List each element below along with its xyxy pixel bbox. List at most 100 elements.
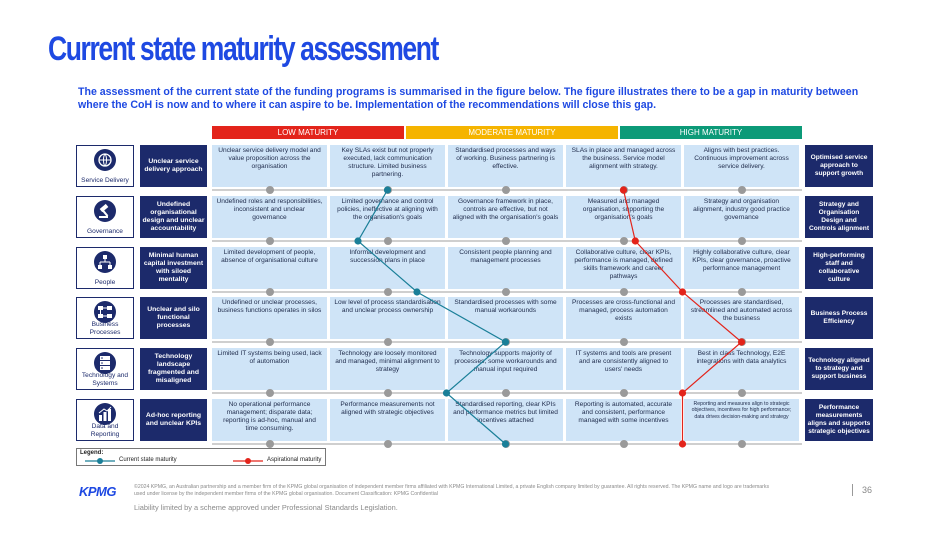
target-outcome: Performance measurements aligns and supp… xyxy=(805,399,873,441)
maturity-cell: Low level of process standardisation and… xyxy=(330,297,445,339)
target-outcome: Business Process Efficiency xyxy=(805,297,873,339)
axis-point xyxy=(383,186,392,194)
band-label: LOW MATURITY xyxy=(277,128,339,137)
maturity-cell: Processes are standardised, streamlined … xyxy=(684,297,799,339)
axis-point xyxy=(737,186,746,194)
legend-aspirational-label: Aspirational maturity xyxy=(267,457,322,463)
axis-point xyxy=(501,440,510,448)
maturity-cell: Limited IT systems being used, lack of a… xyxy=(212,348,327,390)
axis-point xyxy=(383,237,392,245)
legend: Legend: Current state maturity Aspiratio… xyxy=(76,448,326,466)
page-divider xyxy=(852,484,853,496)
axis-point xyxy=(383,288,392,296)
maturity-cell: Undefined roles and responsibilities, in… xyxy=(212,196,327,238)
server-icon xyxy=(94,352,116,374)
category-5: Data and Reporting xyxy=(76,399,134,441)
maturity-cell: Processes are cross-functional and manag… xyxy=(566,297,681,339)
axis-point xyxy=(501,237,510,245)
page-title: Current state maturity assessment xyxy=(48,30,439,68)
axis-point xyxy=(383,389,392,397)
axis-point xyxy=(737,440,746,448)
maturity-cell: Measured and managed organisation, suppo… xyxy=(566,196,681,238)
band-high-maturity: HIGH MATURITY xyxy=(620,126,802,139)
copyright-note: ©2024 KPMG, an Australian partnership an… xyxy=(134,484,770,497)
axis-point xyxy=(265,338,274,346)
current-state-legend-icon xyxy=(85,458,115,464)
maturity-cell: Standardised reporting, clear KPIs and p… xyxy=(448,399,563,441)
category-label: Data and Reporting xyxy=(90,423,120,438)
axis-point xyxy=(619,288,628,296)
maturity-cell: SLAs in place and managed across the bus… xyxy=(566,145,681,187)
band-low-maturity: LOW MATURITY xyxy=(212,126,404,139)
maturity-cell: Limited development of people, absence o… xyxy=(212,247,327,289)
legend-title: Legend: xyxy=(80,450,104,456)
current-issue: Technology landscape fragmented and misa… xyxy=(140,348,207,390)
category-label: Service Delivery xyxy=(81,176,129,184)
kpmg-logo: KPMG xyxy=(79,484,117,499)
maturity-cell: Standardised processes and ways of worki… xyxy=(448,145,563,187)
axis-point xyxy=(501,288,510,296)
gavel-icon xyxy=(94,200,116,222)
axis-point xyxy=(501,389,510,397)
current-issue: Unclear and silo functional processes xyxy=(140,297,207,339)
axis-point xyxy=(737,338,746,346)
maturity-cell: Aligns with best practices. Continuous i… xyxy=(684,145,799,187)
maturity-cell: IT systems and tools are present and are… xyxy=(566,348,681,390)
axis-point xyxy=(619,389,628,397)
maturity-cell: Unclear service delivery model and value… xyxy=(212,145,327,187)
category-label: Business Processes xyxy=(89,321,121,336)
intro-paragraph: The assessment of the current state of t… xyxy=(78,86,859,111)
axis-point xyxy=(265,237,274,245)
maturity-cell: Strategy and organisation alignment, ind… xyxy=(684,196,799,238)
maturity-cell: Governance framework in place, controls … xyxy=(448,196,563,238)
current-issue: Undefined organisational design and uncl… xyxy=(140,196,207,238)
maturity-cell: Undefined or unclear processes, business… xyxy=(212,297,327,339)
maturity-cell: Best in class Technology, E2E integratio… xyxy=(684,348,799,390)
maturity-cell: Consistent people planning and managemen… xyxy=(448,247,563,289)
band-label: MODERATE MATURITY xyxy=(468,128,556,137)
axis-point xyxy=(265,186,274,194)
axis-point xyxy=(501,338,510,346)
maturity-cell: Informal development and succession plan… xyxy=(330,247,445,289)
process-icon xyxy=(94,301,116,323)
axis-point xyxy=(619,338,628,346)
maturity-cell: Reporting is automated, accurate and con… xyxy=(566,399,681,441)
axis-point xyxy=(265,288,274,296)
page-number: 36 xyxy=(862,485,873,495)
axis-point xyxy=(619,237,628,245)
target-outcome: Technology aligned to strategy and suppo… xyxy=(805,348,873,390)
maturity-cell: Key SLAs exist but not properly executed… xyxy=(330,145,445,187)
maturity-cell: Limited governance and control policies,… xyxy=(330,196,445,238)
bar-chart-icon xyxy=(94,403,116,425)
maturity-cell: Performance measurements not aligned wit… xyxy=(330,399,445,441)
axis-point xyxy=(265,440,274,448)
category-3: Business Processes xyxy=(76,297,134,339)
liability-note: Liability limited by a scheme approved u… xyxy=(134,503,398,512)
legend-current-label: Current state maturity xyxy=(119,457,177,463)
target-outcome: Optimised service approach to support gr… xyxy=(805,145,873,187)
axis-point xyxy=(737,288,746,296)
maturity-cell: Technology supports majority of processe… xyxy=(448,348,563,390)
maturity-cell: Standardised processes with some manual … xyxy=(448,297,563,339)
axis-point xyxy=(383,338,392,346)
maturity-cell: Highly collaborative culture, clear KPIs… xyxy=(684,247,799,289)
org-chart-icon xyxy=(94,251,116,273)
category-4: Technology and Systems xyxy=(76,348,134,390)
current-issue: Unclear service delivery approach xyxy=(140,145,207,187)
category-1: Governance xyxy=(76,196,134,238)
category-label: Governance xyxy=(87,227,123,235)
category-label: People xyxy=(94,278,116,286)
axis-point xyxy=(737,389,746,397)
service-delivery-icon xyxy=(94,149,116,171)
category-label: Technology and Systems xyxy=(81,372,129,387)
axis-point xyxy=(265,389,274,397)
maturity-cell: Collaborative culture, clear KPIs, perfo… xyxy=(566,247,681,289)
maturity-cell: No operational performance management; d… xyxy=(212,399,327,441)
current-issue: Minimal human capital investment with si… xyxy=(140,247,207,289)
band-moderate-maturity: MODERATE MATURITY xyxy=(406,126,618,139)
target-outcome: High-performing staff and collaborative … xyxy=(805,247,873,289)
category-0: Service Delivery xyxy=(76,145,134,187)
maturity-cell: Technology are loosely monitored and man… xyxy=(330,348,445,390)
axis-point xyxy=(619,186,628,194)
maturity-cell: Reporting and measures align to strategi… xyxy=(684,399,799,441)
